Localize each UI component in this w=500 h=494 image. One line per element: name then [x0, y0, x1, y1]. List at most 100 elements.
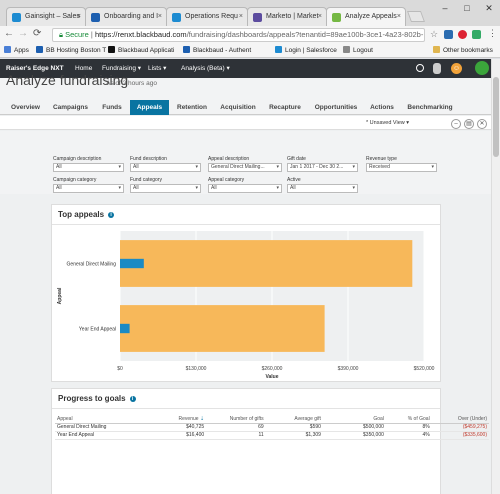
filter-label: Fund description	[130, 156, 167, 162]
scrollbar-thumb[interactable]	[493, 77, 499, 157]
address-bar[interactable]: 🔒︎ Secure | https://renxt.blackbaud.com/…	[52, 28, 425, 42]
bookmark-blackbaud-authentication[interactable]: Blackbaud - Authent	[183, 44, 251, 57]
view-toolbar: * Unsaved View ▾ – ▤ ✕	[0, 116, 491, 130]
nav-analysis[interactable]: Analysis (Beta) ▾	[181, 65, 230, 72]
forward-icon[interactable]: →	[18, 28, 28, 39]
page-icon	[343, 46, 350, 53]
lock-icon: 🔒︎	[59, 30, 66, 39]
database-icon[interactable]	[433, 63, 441, 74]
tab-close-icon[interactable]: ×	[76, 13, 81, 20]
salesforce-favicon-icon	[12, 13, 21, 22]
filter-select[interactable]: General Direct Mailing... ▾	[208, 163, 282, 172]
search-icon[interactable]	[416, 64, 424, 72]
info-icon[interactable]: i	[129, 396, 136, 402]
page-header: Analyze fundraising As of 2 hours ago	[0, 72, 491, 99]
nav-home[interactable]: Home	[75, 65, 93, 72]
tab-actions[interactable]: Actions	[370, 104, 394, 111]
app-content: Raiser's Edge NXT Home Fundraising ▾ Lis…	[0, 59, 500, 494]
info-icon[interactable]: i	[108, 212, 115, 218]
tab-label: Gainsight – Sales	[25, 13, 80, 20]
reload-icon[interactable]: ⟳	[33, 28, 42, 39]
view-selector[interactable]: * Unsaved View ▾	[366, 120, 410, 126]
tab-close-icon[interactable]: ×	[238, 13, 243, 20]
tab-opportunities[interactable]: Opportunities	[314, 104, 358, 111]
extension-icon-2[interactable]	[472, 30, 481, 39]
menu-icon[interactable]: ⋮	[488, 28, 497, 38]
cell: 11	[206, 431, 266, 440]
tab-close-icon[interactable]: ×	[317, 13, 322, 20]
bookmark-logout[interactable]: Logout	[343, 44, 373, 57]
nav-fundraising[interactable]: Fundraising ▾	[102, 65, 142, 72]
tab-funds[interactable]: Funds	[102, 104, 122, 111]
filter-select[interactable]: Received ▾	[366, 163, 437, 172]
col-number-of-gifts[interactable]: Number of gifts	[206, 416, 266, 424]
browser-tab-marketo[interactable]: Marketo | Market ×	[247, 7, 327, 26]
chevron-down-icon: ▾	[352, 185, 355, 191]
browser-tab-operations[interactable]: Operations Requ ×	[166, 7, 248, 26]
minus-icon[interactable]: –	[451, 119, 461, 129]
cell: $40,725	[146, 423, 207, 432]
nav-lists[interactable]: Lists ▾	[148, 65, 167, 72]
page-title: Analyze fundraising	[6, 72, 129, 88]
minimize-icon[interactable]: –	[442, 3, 448, 13]
filter-select[interactable]: All ▾	[130, 184, 201, 193]
filter-label: Appeal description	[208, 156, 250, 162]
bookmark-blackbaud-applications[interactable]: Blackbaud Applicati	[108, 44, 174, 57]
filter-select[interactable]: All ▾	[287, 184, 358, 193]
col-percent-of-goal[interactable]: % of Goal	[385, 416, 432, 424]
bookmark-other[interactable]: Other bookmarks	[433, 44, 493, 57]
brand-name[interactable]: Raiser's Edge NXT	[6, 65, 64, 72]
table-row[interactable]: General Direct Mailing $40,725 69 $590 $…	[55, 423, 489, 432]
cell: Year End Appeal	[55, 431, 147, 440]
tab-close-icon[interactable]: ×	[396, 13, 401, 20]
user-avatar[interactable]: ☺	[451, 63, 462, 74]
maximize-icon[interactable]: □	[464, 3, 470, 13]
col-average-gift[interactable]: Average gift	[265, 416, 323, 424]
tab-overview[interactable]: Overview	[11, 104, 40, 111]
filter-panel: Campaign description All ▾ Fund descripti…	[0, 131, 491, 194]
browser-tab-onboarding[interactable]: Onboarding and I ×	[85, 7, 167, 26]
tab-benchmarking[interactable]: Benchmarking	[407, 104, 453, 111]
extension-icon[interactable]	[444, 30, 453, 39]
col-appeal[interactable]: Appeal	[55, 416, 147, 424]
filter-select[interactable]: All ▾	[130, 163, 201, 172]
print-icon[interactable]: ▤	[464, 119, 474, 129]
bar-revenue	[120, 323, 130, 334]
filter-select[interactable]: All ▾	[53, 184, 124, 193]
tab-label: Onboarding and I	[104, 13, 159, 20]
page-scrollbar[interactable]	[491, 59, 500, 494]
new-tab-button[interactable]	[406, 11, 426, 22]
browser-toolbar: ← → ⟳ 🔒︎ Secure | https://renxt.blackbau…	[0, 26, 500, 44]
browser-tab-gainsight[interactable]: Gainsight – Sales ×	[6, 7, 86, 26]
close-icon[interactable]: ✕	[477, 119, 487, 129]
col-revenue[interactable]: Revenue ⇣	[146, 416, 207, 424]
blackbaud-icon	[108, 46, 115, 53]
filter-select[interactable]: All ▾	[53, 163, 124, 172]
bookmark-login-salesforce[interactable]: Login | Salesforce	[275, 44, 337, 57]
filter-label: Campaign description	[53, 156, 102, 162]
star-icon[interactable]: ☆	[430, 29, 439, 39]
col-over-under[interactable]: Over (Under)	[431, 416, 489, 424]
col-goal[interactable]: Goal	[322, 416, 386, 424]
close-window-icon[interactable]: ✕	[485, 3, 493, 13]
browser-tab-analyze-appeals[interactable]: Analyze Appeals ×	[326, 7, 406, 26]
tab-campaigns[interactable]: Campaigns	[52, 104, 89, 111]
y-tick-label: General Direct Mailing	[67, 262, 117, 268]
filter-select[interactable]: All ▾	[208, 184, 282, 193]
cell: ($335,600)	[431, 431, 489, 440]
filter-select[interactable]: Jan 1 2017 - Dec 30 2... ▾	[287, 163, 358, 172]
tab-appeals[interactable]: Appeals	[130, 100, 169, 115]
back-icon[interactable]: ←	[4, 28, 14, 39]
tab-label: Analyze Appeals	[345, 13, 397, 20]
bookmark-apps[interactable]: Apps	[4, 44, 29, 57]
pinterest-icon[interactable]	[458, 30, 467, 39]
chevron-down-icon: ▾	[431, 164, 434, 170]
tab-acquisition[interactable]: Acquisition	[220, 104, 256, 111]
bookmark-bb-hosting[interactable]: BB Hosting Boston T	[36, 44, 106, 57]
tab-recapture[interactable]: Recapture	[269, 104, 301, 111]
help-power-icon[interactable]	[475, 61, 489, 75]
chevron-down-icon: ▾	[118, 185, 121, 191]
tab-retention[interactable]: Retention	[177, 104, 207, 111]
tab-close-icon[interactable]: ×	[157, 13, 162, 20]
table-row[interactable]: Year End Appeal $16,400 11 $1,309 $350,0…	[55, 431, 489, 440]
